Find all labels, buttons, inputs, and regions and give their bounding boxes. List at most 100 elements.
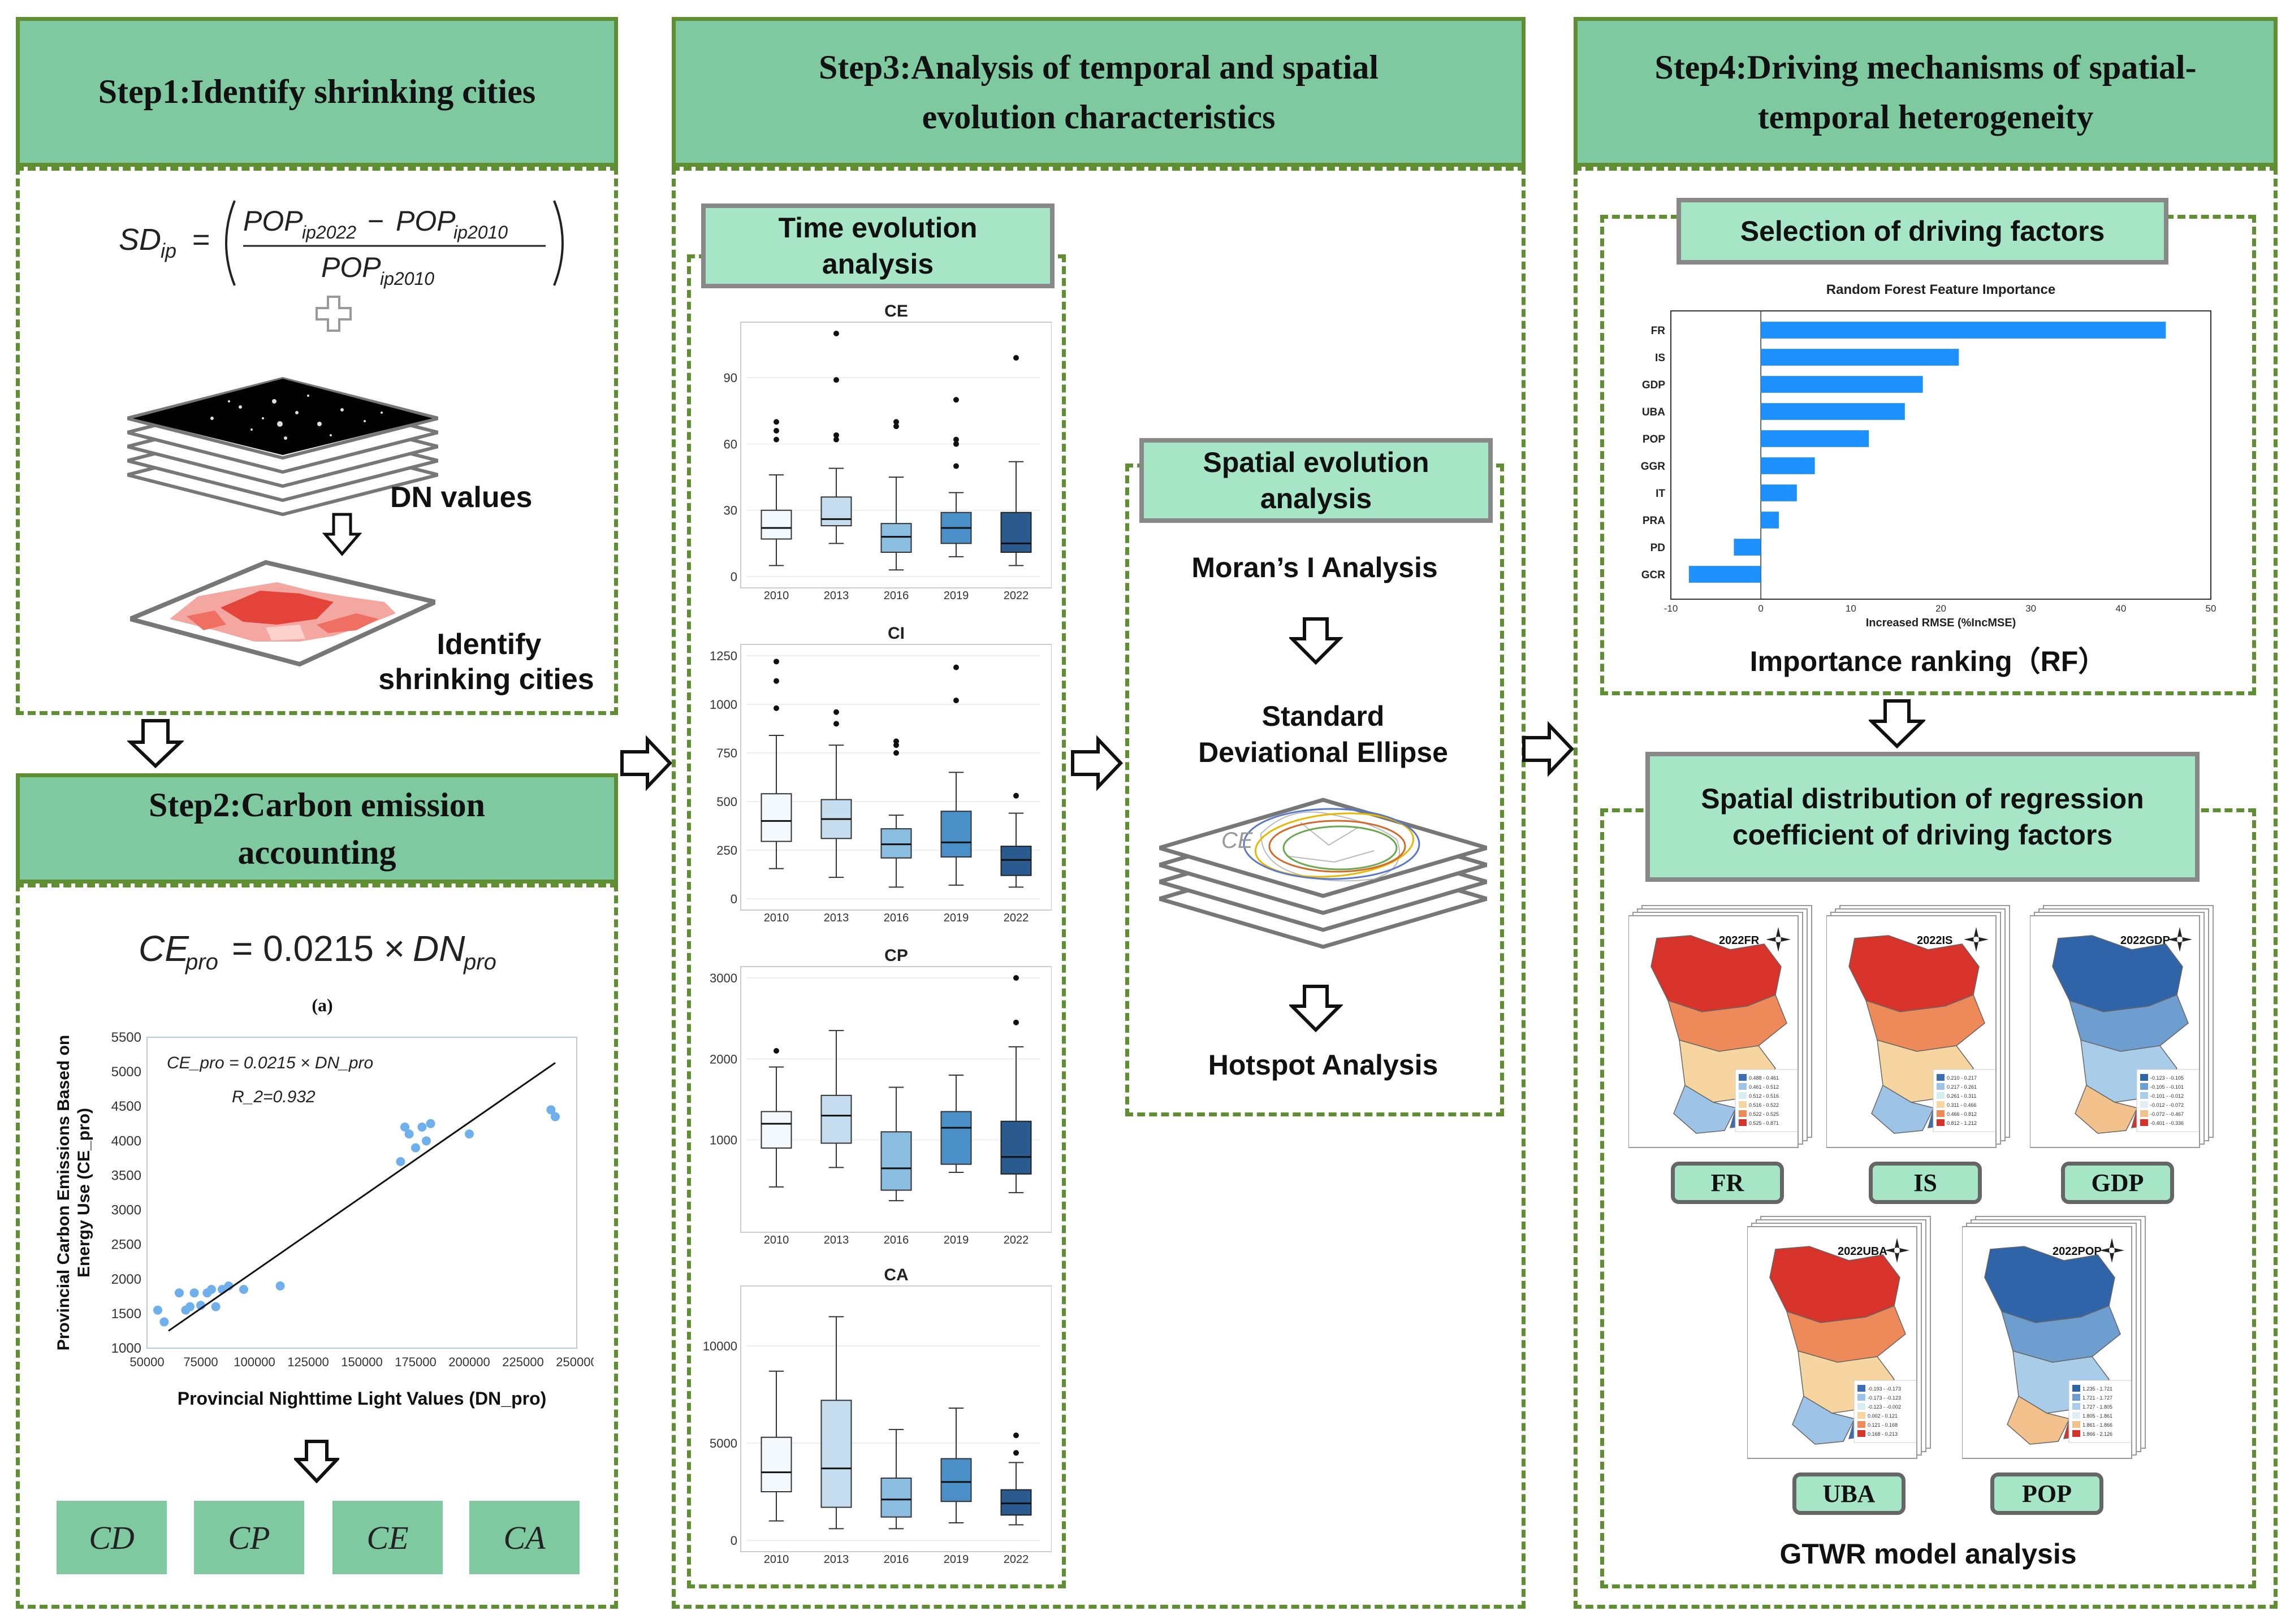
chart-title: Random Forest Feature Importance: [1826, 282, 2055, 297]
legend-label: 0.461 - 0.512: [1749, 1084, 1779, 1090]
legend-label: 1.861 - 1.866: [2082, 1422, 2112, 1428]
x-tick-label: 2016: [884, 1553, 909, 1566]
legend-swatch: [1857, 1385, 1865, 1392]
x-tick-label: 2016: [884, 590, 909, 602]
map-label-is: IS: [1869, 1162, 1982, 1204]
data-point: [275, 1281, 285, 1290]
box: [940, 1111, 972, 1165]
map-title: 2022UBA: [1838, 1245, 1887, 1258]
outlier-point: [774, 678, 779, 684]
outlier-point: [1013, 1450, 1019, 1456]
box: [1000, 1120, 1032, 1175]
legend-label: 0.525 - 0.871: [1749, 1120, 1779, 1126]
time-evolution-title-line2: analysis: [822, 248, 934, 280]
svg-text:= 0.0215 ×: = 0.0215 ×: [232, 928, 405, 969]
svg-text:=: =: [192, 223, 210, 257]
panel-tag: (a): [312, 995, 333, 1015]
outlier-point: [1013, 792, 1019, 799]
box: [940, 811, 972, 858]
y-axis-label-line1: Provincial Carbon Emissions Based on: [54, 1035, 73, 1351]
x-tick-label: 50: [2206, 603, 2216, 614]
bar-ggr: [1761, 457, 1815, 474]
svg-text:ip2010: ip2010: [380, 268, 434, 289]
identify-label-line2: shrinking cities: [378, 663, 594, 696]
driving-factors-title: Selection of driving factors: [1740, 215, 2105, 247]
step2-header: Step2:Carbon emission accounting: [16, 773, 618, 884]
x-tick-label: 2013: [824, 1234, 849, 1246]
step4-title-line2: temporal heterogeneity: [1757, 98, 2094, 136]
sde-map-stack: CE: [1159, 798, 1487, 949]
svg-text:ip2010: ip2010: [453, 222, 508, 242]
outlier-point: [1013, 1019, 1019, 1025]
legend-swatch: [1857, 1403, 1865, 1410]
x-tick-label: 125000: [287, 1355, 329, 1369]
step4-header: Step4:Driving mechanisms of spatial- tem…: [1574, 17, 2278, 167]
legend-label: -0.401 - -0.336: [2150, 1120, 2184, 1126]
bar-gcr: [1688, 566, 1761, 583]
x-tick-label: 75000: [183, 1355, 218, 1369]
legend-swatch: [1857, 1430, 1865, 1437]
data-point: [422, 1136, 431, 1146]
plot-area: [146, 1037, 577, 1349]
x-tick-label: 50000: [129, 1355, 164, 1369]
x-tick-label: 2010: [764, 1553, 789, 1566]
svg-text:pro: pro: [463, 950, 496, 975]
step1-panel: [16, 167, 618, 715]
box: [761, 793, 792, 842]
gtwr-map-gdp: 2022GDP-0.123 - -0.105-0.105 - -0.101-0.…: [2030, 905, 2214, 1148]
compass-shape: [2167, 927, 2192, 952]
outlier-point: [1013, 1432, 1019, 1439]
legend-swatch: [1937, 1101, 1945, 1108]
y-tick-label: 60: [724, 437, 737, 451]
outlier-point: [953, 436, 959, 443]
time-evolution-header: Time evolution analysis: [701, 203, 1055, 288]
step1-formula: SD ip = POP ip2022 − POP ip2010 POP ip20…: [119, 200, 564, 289]
category-label: IT: [1656, 488, 1665, 500]
map-title: 2022FR: [1719, 934, 1760, 947]
boxplot-ca: CA 0 5000 10000 2010 2013 2016 2019 2022: [703, 1266, 1052, 1566]
step3-header: Step3:Analysis of temporal and spatial e…: [672, 17, 1526, 167]
legend-label: 0.812 - 1.212: [1947, 1120, 1977, 1126]
outlier-point: [953, 463, 959, 469]
gtwr-map-is: 2022IS 0.210 - 0.217 0.217 - 0.261 0.261 - …: [1826, 905, 2010, 1148]
box: [880, 523, 912, 553]
step2-title-line2: accounting: [237, 833, 396, 871]
variable-box-ca: CA: [469, 1501, 580, 1574]
x-tick-label: 200000: [448, 1355, 490, 1369]
legend-swatch: [1937, 1119, 1945, 1126]
compass-shape: [2099, 1238, 2124, 1263]
x-tick-label: 2019: [944, 912, 969, 924]
step3-panel: [672, 167, 1526, 1609]
gtwr-map-fr: 2022FR 0.488 - 0.461 0.461 - 0.512 0.512 - …: [1628, 905, 1812, 1148]
down-arrow-icon: [292, 1439, 341, 1484]
legend-swatch: [2140, 1101, 2148, 1108]
compass-icon: [1766, 927, 1791, 952]
boxplot-ci: CI 0 250 500 750 1000 1250 2010 2013 2016 2019 2022: [710, 624, 1052, 924]
data-point: [175, 1288, 184, 1298]
data-point: [153, 1305, 162, 1315]
outlier-point: [774, 705, 779, 711]
step2-equation: CE pro = 0.0215 × DN pro: [139, 928, 496, 975]
legend-swatch: [1937, 1092, 1945, 1099]
x-tick-label: 2013: [824, 1553, 849, 1566]
legend-swatch: [2140, 1083, 2148, 1090]
data-point: [189, 1288, 199, 1298]
x-axis-label: Provincial Nighttime Light Values (DN_pr…: [178, 1388, 547, 1409]
boxplot-title: CP: [884, 946, 908, 965]
y-tick-label: 5000: [710, 1436, 737, 1450]
data-point: [426, 1119, 435, 1128]
legend-label: -0.101 - -0.012: [2150, 1093, 2184, 1099]
svg-text:ip: ip: [161, 239, 176, 262]
outlier-point: [1013, 355, 1019, 361]
y-tick-label: 5500: [111, 1030, 141, 1045]
compass-shape: [1964, 927, 1989, 952]
bar-fr: [1761, 322, 2166, 339]
spatial-evolution-header: Spatial evolution analysis: [1139, 438, 1493, 523]
sde-label-line1: Standard: [1261, 700, 1385, 732]
outlier-point: [893, 750, 899, 756]
box: [820, 1094, 852, 1144]
y-tick-label: 2500: [111, 1237, 141, 1253]
compass-shape: [1766, 927, 1791, 952]
legend-swatch: [1937, 1083, 1945, 1090]
compass-icon: [1885, 1238, 1909, 1263]
